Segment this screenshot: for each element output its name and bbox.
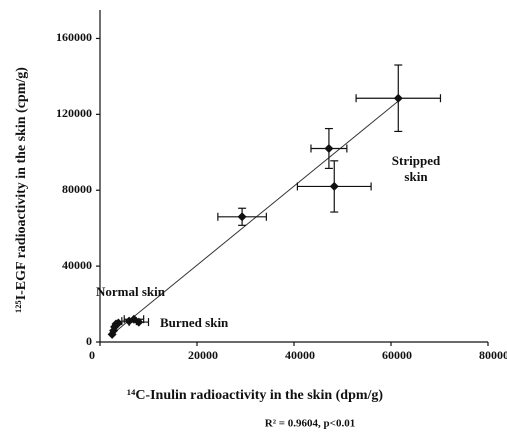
y-axis-label: ¹²⁵I-EGF radioactivity in the skin (cpm/… [14,67,29,313]
annotation: R² = 0.9604, p<0.01 [265,418,355,430]
x-tick-label: 60000 [382,348,412,362]
x-axis-label: ¹⁴C-Inulin radioactivity in the skin (dp… [127,388,383,403]
point [237,212,247,222]
point [113,318,123,328]
point [134,317,144,327]
x-tick-label: 80000 [479,348,507,362]
point [324,143,334,153]
x-tick-label: 20000 [188,348,218,362]
y-tick-label: 40000 [62,258,92,272]
point [329,181,339,191]
y-tick-label: 160000 [56,30,92,44]
point [393,93,403,103]
annotation: Stripped [392,153,441,168]
x-tick-label: 40000 [285,348,315,362]
y-tick-label: 120000 [56,106,92,120]
annotation: Normal skin [96,284,166,299]
annotation: skin [404,169,428,184]
y-tick-label: 0 [86,334,92,348]
annotation: Burned skin [160,315,229,330]
y-tick-label: 80000 [62,182,92,196]
x-tick-label: 0 [89,348,95,362]
trendline [109,98,402,337]
